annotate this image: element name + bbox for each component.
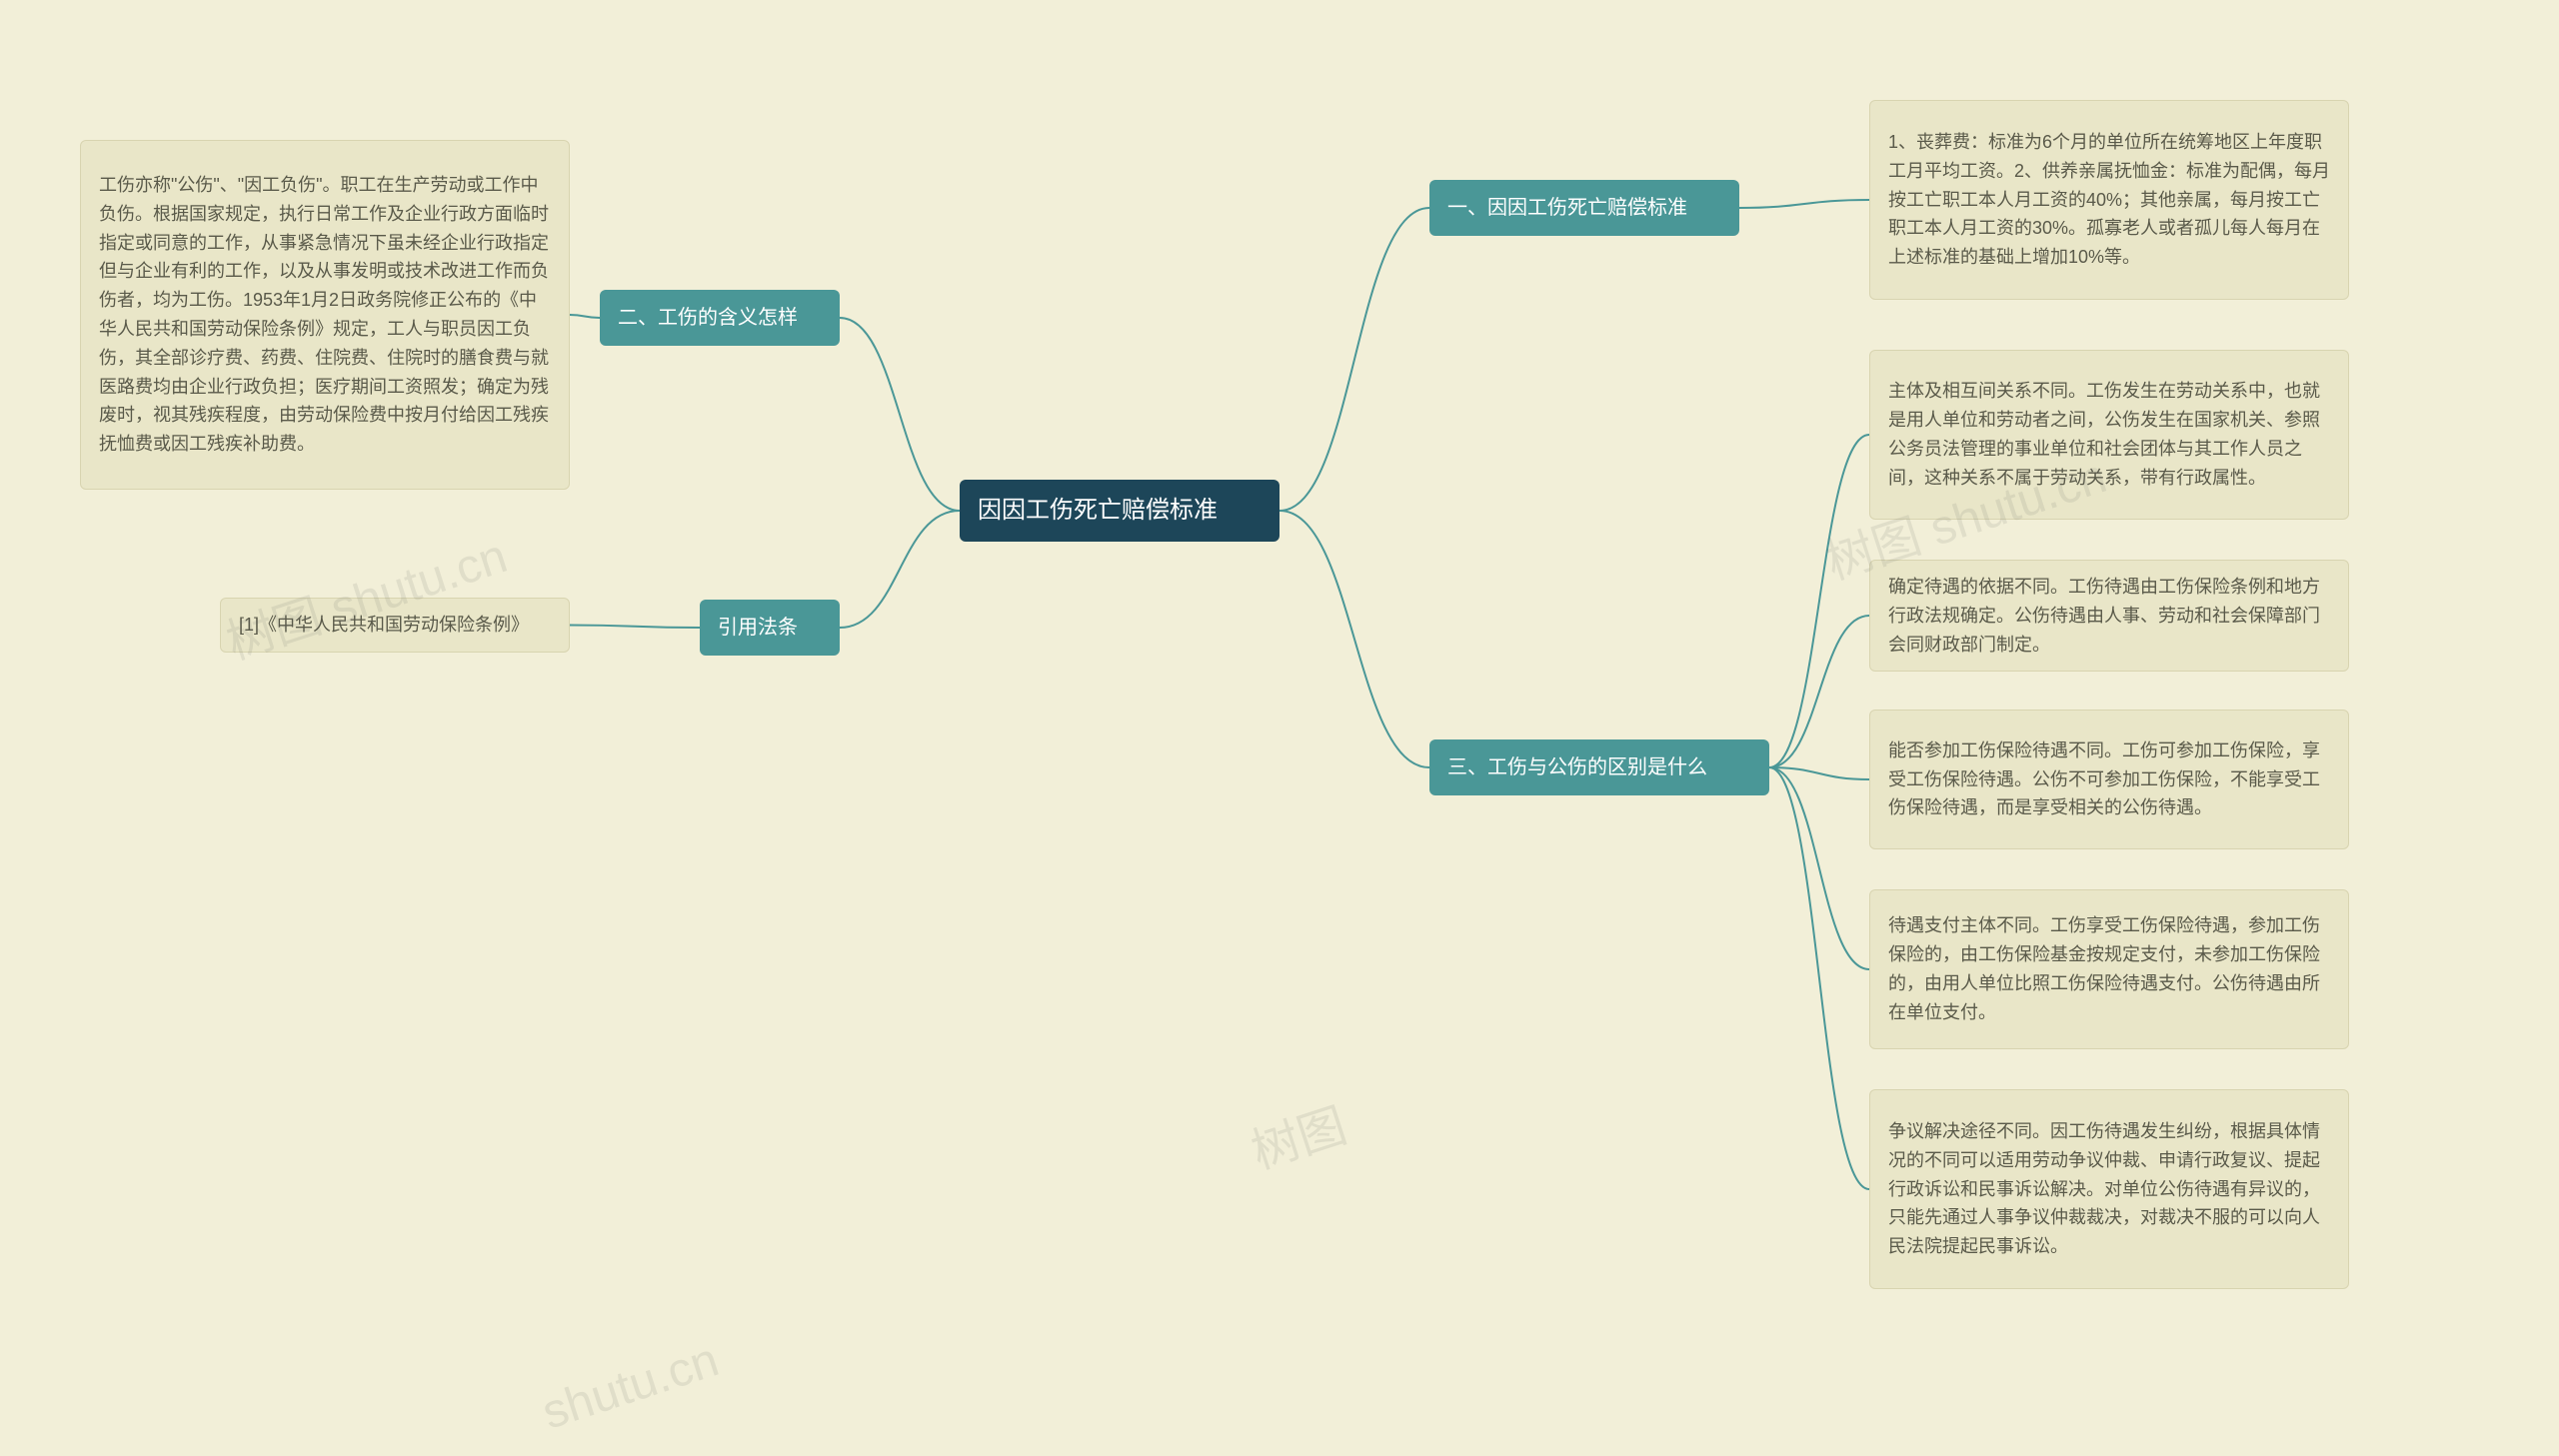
branch-label: 二、工伤的含义怎样 [618,302,798,334]
leaf-diff-5: 争议解决途径不同。因工伤待遇发生纠纷，根据具体情况的不同可以适用劳动争议仲裁、申… [1869,1089,2349,1289]
leaf-diff-3: 能否参加工伤保险待遇不同。工伤可参加工伤保险，享受工伤保险待遇。公伤不可参加工伤… [1869,710,2349,849]
branch-citation: 引用法条 [700,600,840,656]
root-label: 因因工伤死亡赔偿标准 [978,492,1218,530]
watermark: 树图 [1242,1086,1354,1182]
leaf-text: 能否参加工伤保险待遇不同。工伤可参加工伤保险，享受工伤保险待遇。公伤不可参加工伤… [1888,736,2330,822]
leaf-citation-text: [1]《中华人民共和国劳动保险条例》 [220,598,570,653]
leaf-text: 待遇支付主体不同。工伤享受工伤保险待遇，参加工伤保险的，由工伤保险基金按规定支付… [1888,911,2330,1026]
branch-label: 三、工伤与公伤的区别是什么 [1447,751,1707,783]
leaf-text: 主体及相互间关系不同。工伤发生在劳动关系中，也就是用人单位和劳动者之间，公伤发生… [1888,377,2330,492]
leaf-text: 工伤亦称"公伤"、"因工负伤"。职工在生产劳动或工作中负伤。根据国家规定，执行日… [99,171,551,459]
branch-definition: 二、工伤的含义怎样 [600,290,840,346]
branch-compensation-standard: 一、因因工伤死亡赔偿标准 [1429,180,1739,236]
leaf-diff-1: 主体及相互间关系不同。工伤发生在劳动关系中，也就是用人单位和劳动者之间，公伤发生… [1869,350,2349,520]
leaf-definition-text: 工伤亦称"公伤"、"因工负伤"。职工在生产劳动或工作中负伤。根据国家规定，执行日… [80,140,570,490]
root-node: 因因工伤死亡赔偿标准 [960,480,1280,542]
leaf-text: 确定待遇的依据不同。工伤待遇由工伤保险条例和地方行政法规确定。公伤待遇由人事、劳… [1888,573,2330,659]
leaf-text: 1、丧葬费：标准为6个月的单位所在统筹地区上年度职工月平均工资。2、供养亲属抚恤… [1888,128,2330,272]
leaf-text: [1]《中华人民共和国劳动保险条例》 [239,611,529,640]
branch-label: 引用法条 [718,612,798,644]
leaf-diff-2: 确定待遇的依据不同。工伤待遇由工伤保险条例和地方行政法规确定。公伤待遇由人事、劳… [1869,560,2349,672]
leaf-text: 争议解决途径不同。因工伤待遇发生纠纷，根据具体情况的不同可以适用劳动争议仲裁、申… [1888,1117,2330,1261]
leaf-diff-4: 待遇支付主体不同。工伤享受工伤保险待遇，参加工伤保险的，由工伤保险基金按规定支付… [1869,889,2349,1049]
leaf-standard-text: 1、丧葬费：标准为6个月的单位所在统筹地区上年度职工月平均工资。2、供养亲属抚恤… [1869,100,2349,300]
branch-label: 一、因因工伤死亡赔偿标准 [1447,192,1687,224]
watermark: shutu.cn [536,1332,726,1440]
branch-difference: 三、工伤与公伤的区别是什么 [1429,739,1769,795]
